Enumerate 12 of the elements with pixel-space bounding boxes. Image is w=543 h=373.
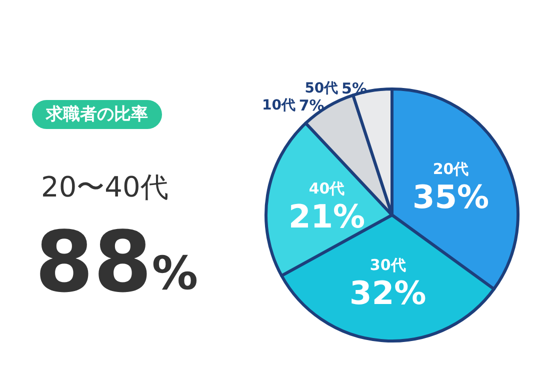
data-label: 21% (288, 198, 366, 236)
data-label: 32% (350, 274, 426, 312)
data-label: 35% (412, 178, 490, 216)
slice-label: 50代 (304, 80, 338, 97)
slice-label: 20代 (432, 160, 469, 178)
slice-label: 40代 (308, 180, 345, 198)
text: 20〜40代 (41, 170, 168, 204)
slice-label: 10代 (262, 98, 296, 114)
slice-label: 30代 (370, 256, 406, 274)
text: 88% (35, 213, 198, 311)
data-label: 7% (298, 96, 324, 115)
text: 求職者の比率 (45, 104, 148, 124)
